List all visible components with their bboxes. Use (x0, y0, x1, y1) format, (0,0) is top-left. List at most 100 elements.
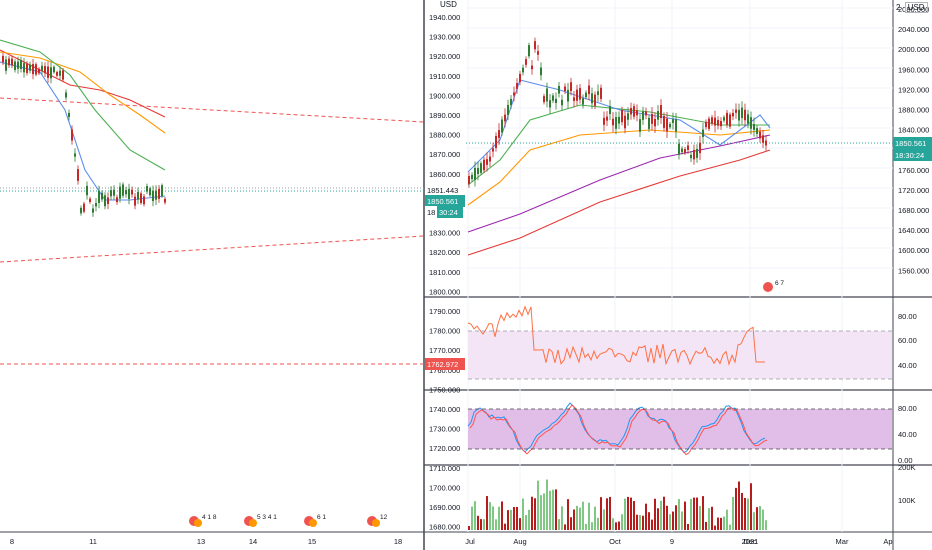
volume-bar (501, 501, 503, 530)
right-price-axis-label: 1960.000 (898, 65, 929, 74)
right-candle-body (717, 119, 719, 126)
volume-bar (732, 496, 734, 530)
volume-bar (753, 512, 755, 530)
right-candle-body (645, 111, 647, 116)
left-candle-body (8, 58, 10, 66)
left-candle-body (23, 63, 25, 73)
right-candle-body (597, 91, 599, 95)
volume-axis-label: 100K (898, 496, 916, 505)
stochastic-axis-label: 0.00 (898, 456, 913, 465)
volume-bar (693, 497, 695, 530)
currency-badge[interactable]: 2 USD (896, 2, 928, 13)
volume-bar (738, 481, 740, 530)
volume-bar (696, 497, 698, 530)
right-candle-body (744, 109, 746, 121)
left-candle-body (125, 190, 127, 195)
right-candle-body (537, 51, 539, 55)
volume-bar (669, 514, 671, 530)
left-time-axis-label: 18 (394, 537, 402, 546)
volume-bar (756, 507, 758, 530)
left-candle-body (92, 208, 94, 213)
volume-bar (513, 507, 515, 530)
left-price-tag-upper-text: 1851.443 (427, 186, 458, 195)
volume-bar (762, 509, 764, 530)
left-candle-body (5, 59, 7, 71)
right-candle-body (723, 117, 725, 121)
right-candle-body (684, 149, 686, 153)
right-price-axis-label: 1920.000 (898, 85, 929, 94)
left-price-tag-timer-text: 30:24 (439, 208, 458, 217)
left-price-tag-upper: 1851.443 (425, 184, 465, 196)
volume-bar (531, 496, 533, 530)
right-candle-body (756, 128, 758, 134)
right-candle-body (708, 118, 710, 129)
volume-bar (483, 519, 485, 530)
rsi-panel[interactable] (467, 305, 892, 380)
volume-bar (522, 498, 524, 530)
left-price-tag-timer-prefix-bg (425, 206, 437, 218)
volume-bar (708, 508, 710, 530)
left-candle-body (98, 191, 100, 203)
right-candle-body (546, 88, 548, 102)
right-candle-body (630, 107, 632, 115)
stochastic-panel[interactable] (467, 402, 892, 456)
right-price-tag-countdown-bg (893, 149, 932, 161)
right-candle-body (498, 130, 500, 138)
time-axis-label: 2021 (742, 537, 759, 546)
right-candle-body (687, 145, 689, 150)
left-price-axis-label: 1940.000 (429, 13, 460, 22)
right-candle-body (702, 129, 704, 137)
volume-bar (630, 497, 632, 530)
left-candle-body (47, 66, 49, 78)
right-chart-panel[interactable] (466, 37, 893, 256)
right-event-badge-icon (763, 282, 773, 292)
event-badge-label: 4 1 8 (202, 514, 217, 521)
volume-panel[interactable] (468, 479, 767, 530)
event-badge-icon-secondary (309, 519, 317, 527)
right-candle-body (516, 83, 518, 89)
right-price-tag-current-bg (893, 137, 932, 149)
volume-bar (651, 519, 653, 530)
left-price-tag-upper-bg (425, 184, 465, 196)
right-candle-body (525, 59, 527, 65)
right-candle-body (660, 105, 662, 119)
right-candle-body (549, 100, 551, 108)
left-price-axis-label: 1900.000 (429, 91, 460, 100)
left-candle-body (116, 197, 118, 203)
volume-bar (474, 501, 476, 530)
volume-bar (564, 524, 566, 530)
left-candle-body (119, 186, 121, 199)
left-moving-average-line (0, 51, 166, 134)
left-time-axis-label: 14 (249, 537, 257, 546)
left-chart-panel[interactable] (0, 39, 425, 365)
right-price-axis-label: 1600.000 (898, 246, 929, 255)
volume-bar (729, 524, 731, 530)
volume-bar (624, 498, 626, 530)
stochastic-axis-label: 80.00 (898, 404, 917, 413)
left-candle-body (155, 190, 157, 200)
left-candle-body (74, 153, 76, 157)
volume-bar (492, 506, 494, 530)
right-candle-body (669, 124, 671, 128)
volume-bar (636, 514, 638, 530)
volume-bar (654, 498, 656, 530)
left-price-axis-label: 1710.000 (429, 464, 460, 473)
right-candle-body (483, 159, 485, 171)
left-candle-body (131, 189, 133, 195)
right-candle-body (657, 111, 659, 120)
volume-bar (600, 497, 602, 530)
event-badge-label: 5 3 4 1 (257, 514, 277, 521)
right-candle-body (762, 135, 764, 143)
volume-bar (549, 490, 551, 530)
left-candle-body (38, 68, 40, 74)
left-price-axis-label: 1930.000 (429, 33, 460, 42)
right-candle-body (558, 85, 560, 94)
volume-bar (561, 506, 563, 530)
left-price-axis-label: 1690.000 (429, 503, 460, 512)
volume-bar (672, 511, 674, 530)
right-candle-body (642, 111, 644, 120)
left-price-axis-label: 1890.000 (429, 111, 460, 120)
volume-bar (510, 509, 512, 530)
left-candle-body (152, 190, 154, 202)
